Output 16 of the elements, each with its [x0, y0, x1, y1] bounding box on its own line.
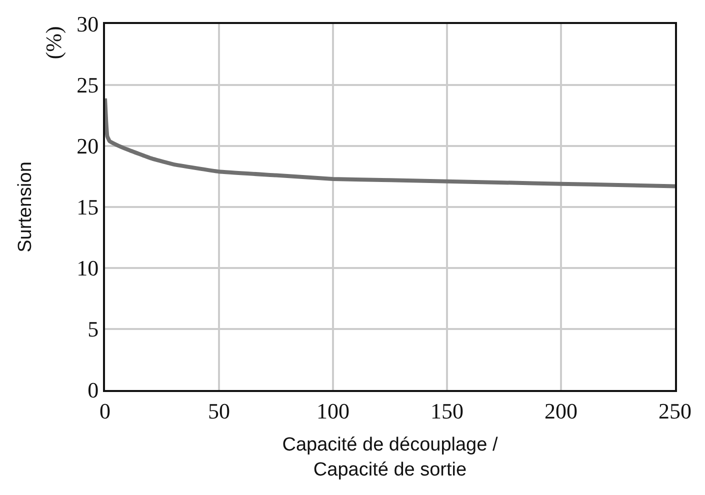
y-tick-label: 30 — [76, 12, 99, 37]
x-tick-label: 250 — [658, 398, 692, 424]
x-tick-label: 150 — [430, 398, 464, 424]
y-tick-label: 25 — [76, 72, 99, 98]
line-series — [105, 96, 675, 188]
y-axis-title: Surtension — [14, 162, 36, 252]
x-axis-title: Capacité de découplage / Capacité de sortie — [282, 434, 498, 480]
y-tick-label: 5 — [88, 316, 99, 342]
y-tick-label: 0 — [88, 378, 99, 403]
y-tick-label: 20 — [76, 134, 99, 159]
x-tick-label: 100 — [316, 398, 350, 424]
x-tick-label: 50 — [208, 398, 230, 424]
y2-axis-title: (%) — [41, 26, 66, 60]
y-tick-label: 15 — [76, 194, 99, 220]
x-tick-label: 200 — [544, 398, 578, 424]
y-tick-label: 10 — [76, 256, 99, 281]
